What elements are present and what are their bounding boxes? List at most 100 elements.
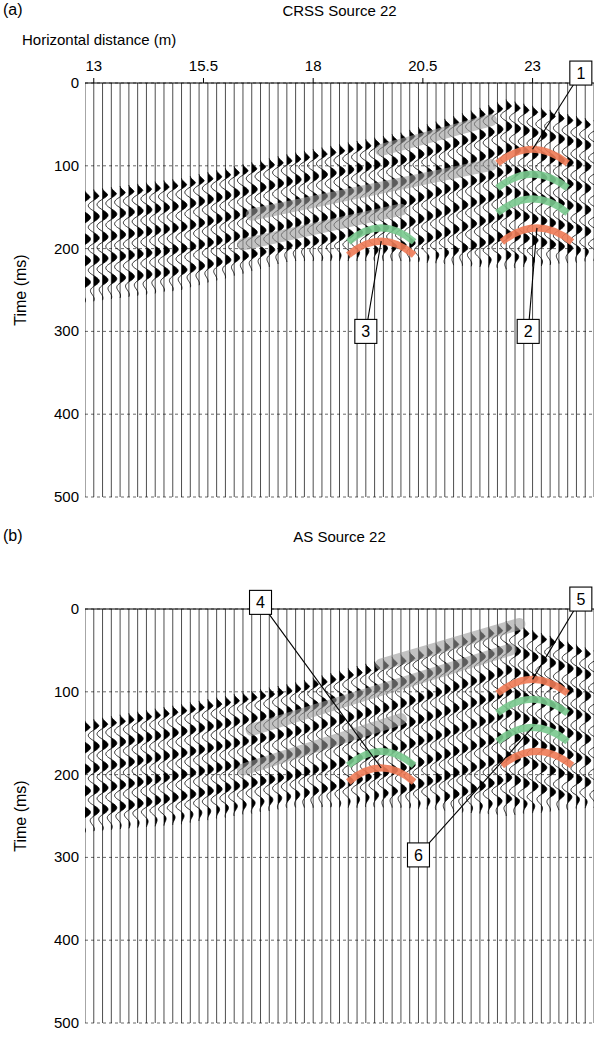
x-tick — [313, 78, 314, 83]
trace — [234, 83, 235, 497]
trace — [313, 609, 314, 1023]
trace — [102, 609, 103, 1023]
y-tick-label: 400 — [54, 405, 79, 422]
trace — [321, 83, 322, 497]
trace — [383, 609, 384, 1023]
leader-line — [528, 228, 537, 332]
wiggle — [229, 694, 240, 816]
wiggle — [527, 630, 538, 813]
wiggle — [220, 696, 231, 818]
annotation-label: 1 — [576, 65, 585, 82]
trace — [128, 609, 129, 1023]
annotations: 123 — [355, 61, 592, 343]
trace — [541, 83, 542, 497]
wiggle — [545, 110, 556, 265]
trace — [269, 83, 270, 497]
annotation-label: 5 — [576, 591, 585, 608]
arc — [497, 199, 567, 213]
trace — [128, 83, 129, 497]
trace — [471, 83, 472, 497]
event-band — [381, 120, 491, 150]
y-tick-label: 100 — [54, 157, 79, 174]
wiggle-fill — [155, 709, 160, 827]
leader-line — [261, 602, 382, 768]
trace — [251, 609, 252, 1023]
arc — [497, 699, 567, 713]
leader-line — [418, 727, 532, 855]
wiggle — [115, 715, 126, 829]
x-tick — [532, 78, 533, 83]
y-tick-label: 200 — [54, 766, 79, 783]
y-tick-label: 500 — [54, 1014, 79, 1031]
annotation-box — [517, 319, 539, 343]
trace — [137, 609, 138, 1023]
wiggle — [536, 108, 547, 266]
trace — [479, 83, 480, 497]
wiggle — [238, 164, 249, 273]
panel: (a)CRSS Source 22Horizontal distance (m)… — [3, 1, 599, 505]
wiggle-fill — [480, 108, 485, 267]
trace — [321, 609, 322, 1023]
wiggle-fill — [243, 693, 248, 815]
trace — [471, 609, 472, 1023]
wiggle-fill — [287, 684, 292, 808]
title: CRSS Source 22 — [282, 2, 396, 19]
trace — [558, 83, 559, 497]
trace — [313, 83, 314, 497]
trace — [199, 83, 200, 497]
trace — [102, 83, 103, 497]
x-tick — [93, 78, 94, 83]
y-tick-label: 500 — [54, 488, 79, 505]
wiggle — [290, 682, 301, 807]
trace — [304, 83, 305, 497]
trace — [550, 609, 551, 1023]
wiggle — [562, 642, 573, 810]
wiggle — [132, 712, 143, 828]
trace — [330, 83, 331, 497]
trace — [269, 609, 270, 1023]
annotation-box — [407, 843, 429, 867]
trace — [120, 83, 121, 497]
y-tick-label: 100 — [54, 683, 79, 700]
title: AS Source 22 — [293, 528, 386, 545]
wiggle — [527, 106, 538, 267]
y-axis-title: Time (ms) — [12, 780, 29, 851]
wiggle-fill — [436, 122, 441, 264]
arc — [497, 174, 567, 188]
x-tick-label: 15.5 — [189, 57, 218, 74]
wiggle — [413, 127, 424, 262]
arc — [502, 751, 572, 765]
wiggle — [281, 684, 292, 807]
y-tick-label: 300 — [54, 322, 79, 339]
wiggle — [589, 650, 594, 807]
trace — [225, 83, 226, 497]
wiggle — [422, 124, 433, 262]
trace — [392, 609, 393, 1023]
annotation-label: 2 — [524, 323, 533, 340]
wiggle-fill — [234, 694, 239, 816]
trace — [427, 83, 428, 497]
wiggle — [246, 691, 257, 814]
trace — [242, 83, 243, 497]
arc — [348, 768, 414, 782]
annotation-label: 4 — [256, 594, 265, 611]
annotation-box — [570, 587, 592, 611]
y-tick-label: 300 — [54, 848, 79, 865]
trace — [251, 83, 252, 497]
arc — [348, 751, 414, 765]
annotation-box — [570, 61, 592, 85]
x-tick-label: 20.5 — [408, 57, 437, 74]
plot-area — [85, 83, 594, 497]
wiggle-fill — [340, 144, 345, 261]
wiggle — [255, 689, 266, 812]
annotations: 456 — [250, 587, 592, 867]
x-tick — [203, 78, 204, 83]
y-tick-label: 0 — [71, 600, 79, 617]
trace — [286, 609, 287, 1023]
arc — [497, 149, 567, 163]
trace — [550, 83, 551, 497]
leader-line — [366, 241, 381, 331]
trace — [479, 609, 480, 1023]
wiggle — [536, 633, 547, 813]
wiggle — [378, 659, 389, 807]
